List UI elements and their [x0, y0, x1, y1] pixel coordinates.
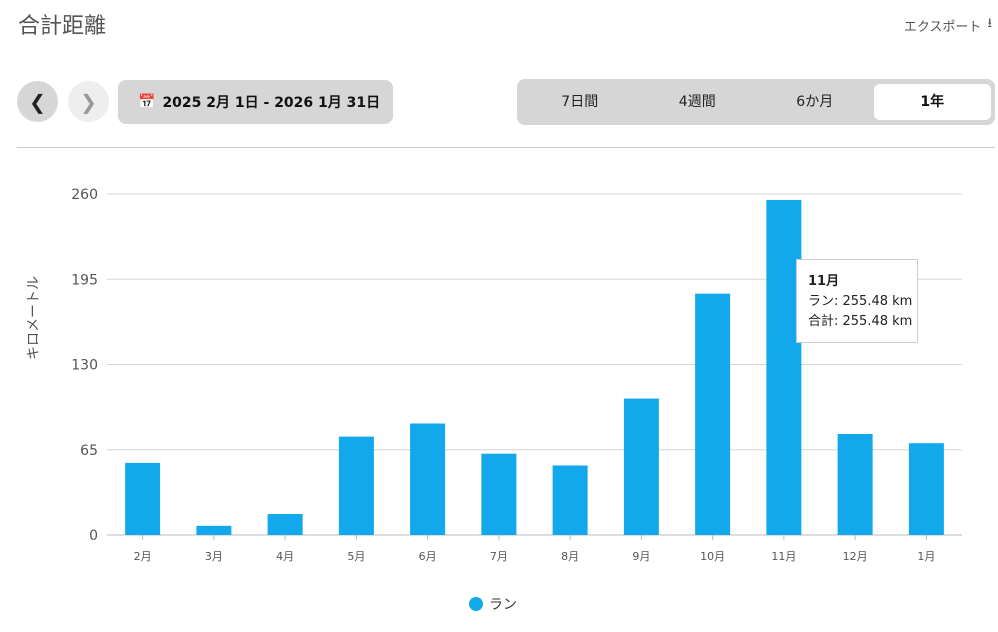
bar[interactable] — [196, 525, 232, 535]
x-tick-label: 8月 — [561, 550, 579, 563]
x-tick-label: 5月 — [347, 550, 365, 563]
export-button[interactable]: エクスポート ⭳ — [904, 14, 992, 36]
bar[interactable] — [695, 293, 731, 535]
x-tick-label: 10月 — [700, 550, 725, 563]
download-icon: ⭳ — [987, 16, 992, 31]
calendar-icon: 📅 — [138, 94, 156, 110]
tooltip-title: 11月 — [808, 274, 840, 289]
y-axis-label: キロメートル — [26, 276, 42, 360]
x-tick-label: 11月 — [771, 550, 796, 563]
legend-dot — [469, 597, 483, 611]
legend-label: ラン — [489, 597, 517, 613]
bar[interactable] — [623, 398, 659, 535]
date-range-label: 2025 2月 1日 - 2026 1月 31日 — [162, 95, 381, 111]
y-tick-label: 260 — [71, 187, 98, 203]
x-tick-label: 3月 — [205, 550, 223, 563]
x-tick-label: 2月 — [134, 550, 152, 563]
bar[interactable] — [267, 514, 303, 535]
tab-7-days[interactable]: 7日間 — [561, 94, 599, 110]
previous-button[interactable]: ❮ — [17, 81, 58, 122]
tooltip-total: 合計: 255.48 km — [808, 314, 913, 329]
tab-1-year[interactable]: 1年 — [873, 84, 991, 120]
y-tick-label: 0 — [89, 528, 98, 544]
divider — [17, 147, 995, 148]
chart-tooltip: 11月 ラン: 255.48 km 合計: 255.48 km — [796, 259, 918, 343]
y-tick-label: 130 — [71, 358, 98, 374]
bar[interactable] — [837, 434, 873, 535]
period-selector: 7日間 4週間 6か月 1年 — [517, 79, 995, 125]
bar[interactable] — [410, 423, 446, 535]
y-tick-label: 195 — [71, 272, 98, 288]
legend-item-run[interactable]: ラン — [469, 594, 517, 614]
bar[interactable] — [766, 199, 802, 535]
x-tick-label: 6月 — [419, 550, 437, 563]
next-button[interactable]: ❯ — [68, 81, 109, 122]
bar[interactable] — [908, 443, 944, 535]
x-tick-label: 7月 — [490, 550, 508, 563]
x-tick-label: 4月 — [276, 550, 294, 563]
export-label: エクスポート — [903, 19, 982, 35]
bar[interactable] — [338, 436, 374, 535]
x-tick-label: 1月 — [917, 550, 935, 563]
tab-4-weeks[interactable]: 4週間 — [678, 94, 716, 110]
page-title: 合計距離 — [18, 14, 107, 39]
chevron-left-icon: ❮ — [29, 89, 46, 114]
tooltip-run: ラン: 255.48 km — [808, 294, 913, 309]
x-tick-label: 9月 — [632, 550, 650, 563]
bar[interactable] — [125, 462, 161, 535]
tab-6-months[interactable]: 6か月 — [796, 94, 834, 110]
bar[interactable] — [481, 453, 517, 535]
date-range-button[interactable]: 📅 2025 2月 1日 - 2026 1月 31日 — [118, 80, 393, 124]
y-tick-label: 65 — [80, 443, 98, 459]
bar[interactable] — [552, 465, 588, 535]
chevron-right-icon: ❯ — [80, 89, 97, 114]
x-tick-label: 12月 — [843, 550, 868, 563]
